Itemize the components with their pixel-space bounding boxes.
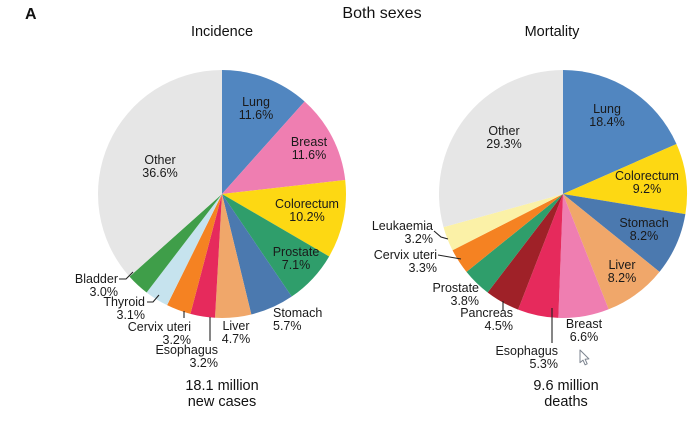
- slice-label-stomach-pct: 8.2%: [630, 229, 659, 243]
- incidence-chart-title: Incidence: [190, 24, 254, 40]
- slice-label-breast-pct: 6.6%: [570, 330, 599, 344]
- slice-label-thyroid-pct: 3.1%: [117, 308, 146, 322]
- pie-slice-breast: [222, 101, 346, 194]
- slice-label-colorectum-pct: 10.2%: [289, 210, 324, 224]
- leader-line-bladder: [119, 271, 134, 280]
- mouse-cursor-icon: [579, 349, 590, 366]
- slice-label-esophagus-pct: 5.3%: [530, 357, 559, 371]
- mortality-caption-line2: deaths: [544, 393, 588, 410]
- incidence-pie: Lung11.6%Breast11.6%Colorectum10.2%Prost…: [75, 70, 347, 370]
- pie-slice-liver: [563, 194, 660, 310]
- pie-slice-colorectum: [563, 144, 688, 215]
- slice-label-liver-name: Liver: [608, 258, 635, 272]
- pie-slice-cervix-uteri: [167, 194, 222, 314]
- pie-slice-leukaemia: [443, 194, 563, 251]
- slice-label-stomach-name: Stomach: [619, 216, 668, 230]
- slice-label-breast-name: Breast: [566, 317, 603, 331]
- slice-label-colorectum-name: Colorectum: [275, 197, 339, 211]
- slice-label-liver-pct: 4.7%: [222, 332, 251, 346]
- slice-label-leukaemia-pct: 3.2%: [405, 232, 434, 246]
- pie-slice-breast: [558, 194, 609, 318]
- slice-label-pancreas-name: Pancreas: [460, 306, 513, 320]
- slice-label-bladder-pct: 3.0%: [90, 285, 119, 299]
- pie-slice-lung: [222, 70, 305, 194]
- slice-label-cervix-uteri-pct: 3.3%: [409, 261, 438, 275]
- mortality-pie: Lung18.4%Colorectum9.2%Stomach8.2%Liver8…: [372, 70, 688, 371]
- pie-slice-esophagus: [518, 194, 563, 318]
- slice-label-stomach-pct: 5.7%: [273, 319, 302, 333]
- pie-slice-pancreas: [487, 194, 563, 310]
- pie-slice-bladder: [129, 194, 222, 293]
- pie-slice-prostate: [222, 194, 330, 297]
- pie-slice-prostate: [466, 194, 563, 293]
- slice-label-cervix-uteri-name: Cervix uteri: [128, 320, 191, 334]
- slice-label-lung-name: Lung: [242, 95, 270, 109]
- pie-slice-thyroid: [146, 194, 222, 306]
- slice-label-pancreas-pct: 4.5%: [485, 319, 514, 333]
- slice-label-colorectum-pct: 9.2%: [633, 182, 662, 196]
- leader-line-thyroid: [147, 294, 160, 303]
- slice-label-other-name: Other: [144, 153, 175, 167]
- slice-label-cervix-uteri-name: Cervix uteri: [374, 248, 437, 262]
- slice-label-other-name: Other: [488, 124, 519, 138]
- cursor-arrow-icon: [579, 349, 590, 366]
- slice-label-lung-pct: 11.6%: [239, 108, 274, 122]
- incidence-caption-line1: 18.1 million: [185, 378, 259, 394]
- mortality-caption-line1: 9.6 million: [533, 378, 599, 394]
- pie-slice-other: [439, 70, 563, 228]
- slice-label-esophagus-name: Esophagus: [155, 343, 218, 357]
- incidence-caption-line2: new cases: [187, 393, 257, 410]
- leader-line-cervix-uteri: [437, 254, 462, 260]
- slice-label-stomach-name: Stomach: [273, 306, 322, 320]
- slice-label-colorectum-name: Colorectum: [615, 169, 679, 183]
- pie-slice-colorectum: [222, 180, 347, 257]
- slice-label-breast-name: Breast: [291, 135, 328, 149]
- incidence-caption: 18.1 million new cases: [185, 378, 259, 410]
- slice-label-liver-pct: 8.2%: [608, 271, 637, 285]
- slice-label-liver-name: Liver: [222, 319, 249, 333]
- pie-slice-stomach: [563, 194, 686, 272]
- pie-slice-esophagus: [190, 194, 222, 318]
- slice-label-prostate-pct: 7.1%: [282, 258, 311, 272]
- figure-title: Both sexes: [342, 5, 422, 22]
- slice-label-prostate-name: Prostate: [432, 281, 479, 295]
- slice-label-lung-name: Lung: [593, 102, 621, 116]
- slice-label-other-pct: 36.6%: [142, 166, 177, 180]
- mortality-caption: 9.6 million deaths: [533, 378, 599, 410]
- slice-label-leukaemia-name: Leukaemia: [372, 219, 433, 233]
- leader-line-leukaemia: [433, 230, 449, 240]
- mortality-chart-title: Mortality: [524, 24, 580, 40]
- pie-slice-cervix-uteri: [452, 194, 563, 272]
- slice-label-esophagus-name: Esophagus: [495, 344, 558, 358]
- slice-label-other-pct: 29.3%: [486, 137, 521, 151]
- slice-label-bladder-name: Bladder: [75, 272, 118, 286]
- panel-label: A: [25, 6, 37, 23]
- pie-slice-stomach: [222, 194, 292, 315]
- slice-label-esophagus-pct: 3.2%: [190, 356, 219, 370]
- slice-label-prostate-pct: 3.8%: [451, 294, 480, 308]
- slice-label-breast-pct: 11.6%: [292, 148, 327, 162]
- slice-label-cervix-uteri-pct: 3.2%: [163, 333, 192, 347]
- pie-slice-other: [97, 70, 222, 277]
- slice-label-lung-pct: 18.4%: [589, 115, 624, 129]
- pie-slice-lung: [563, 70, 677, 194]
- slice-label-thyroid-name: Thyroid: [103, 295, 145, 309]
- pie-slice-liver: [214, 194, 252, 318]
- slice-label-prostate-name: Prostate: [273, 245, 320, 259]
